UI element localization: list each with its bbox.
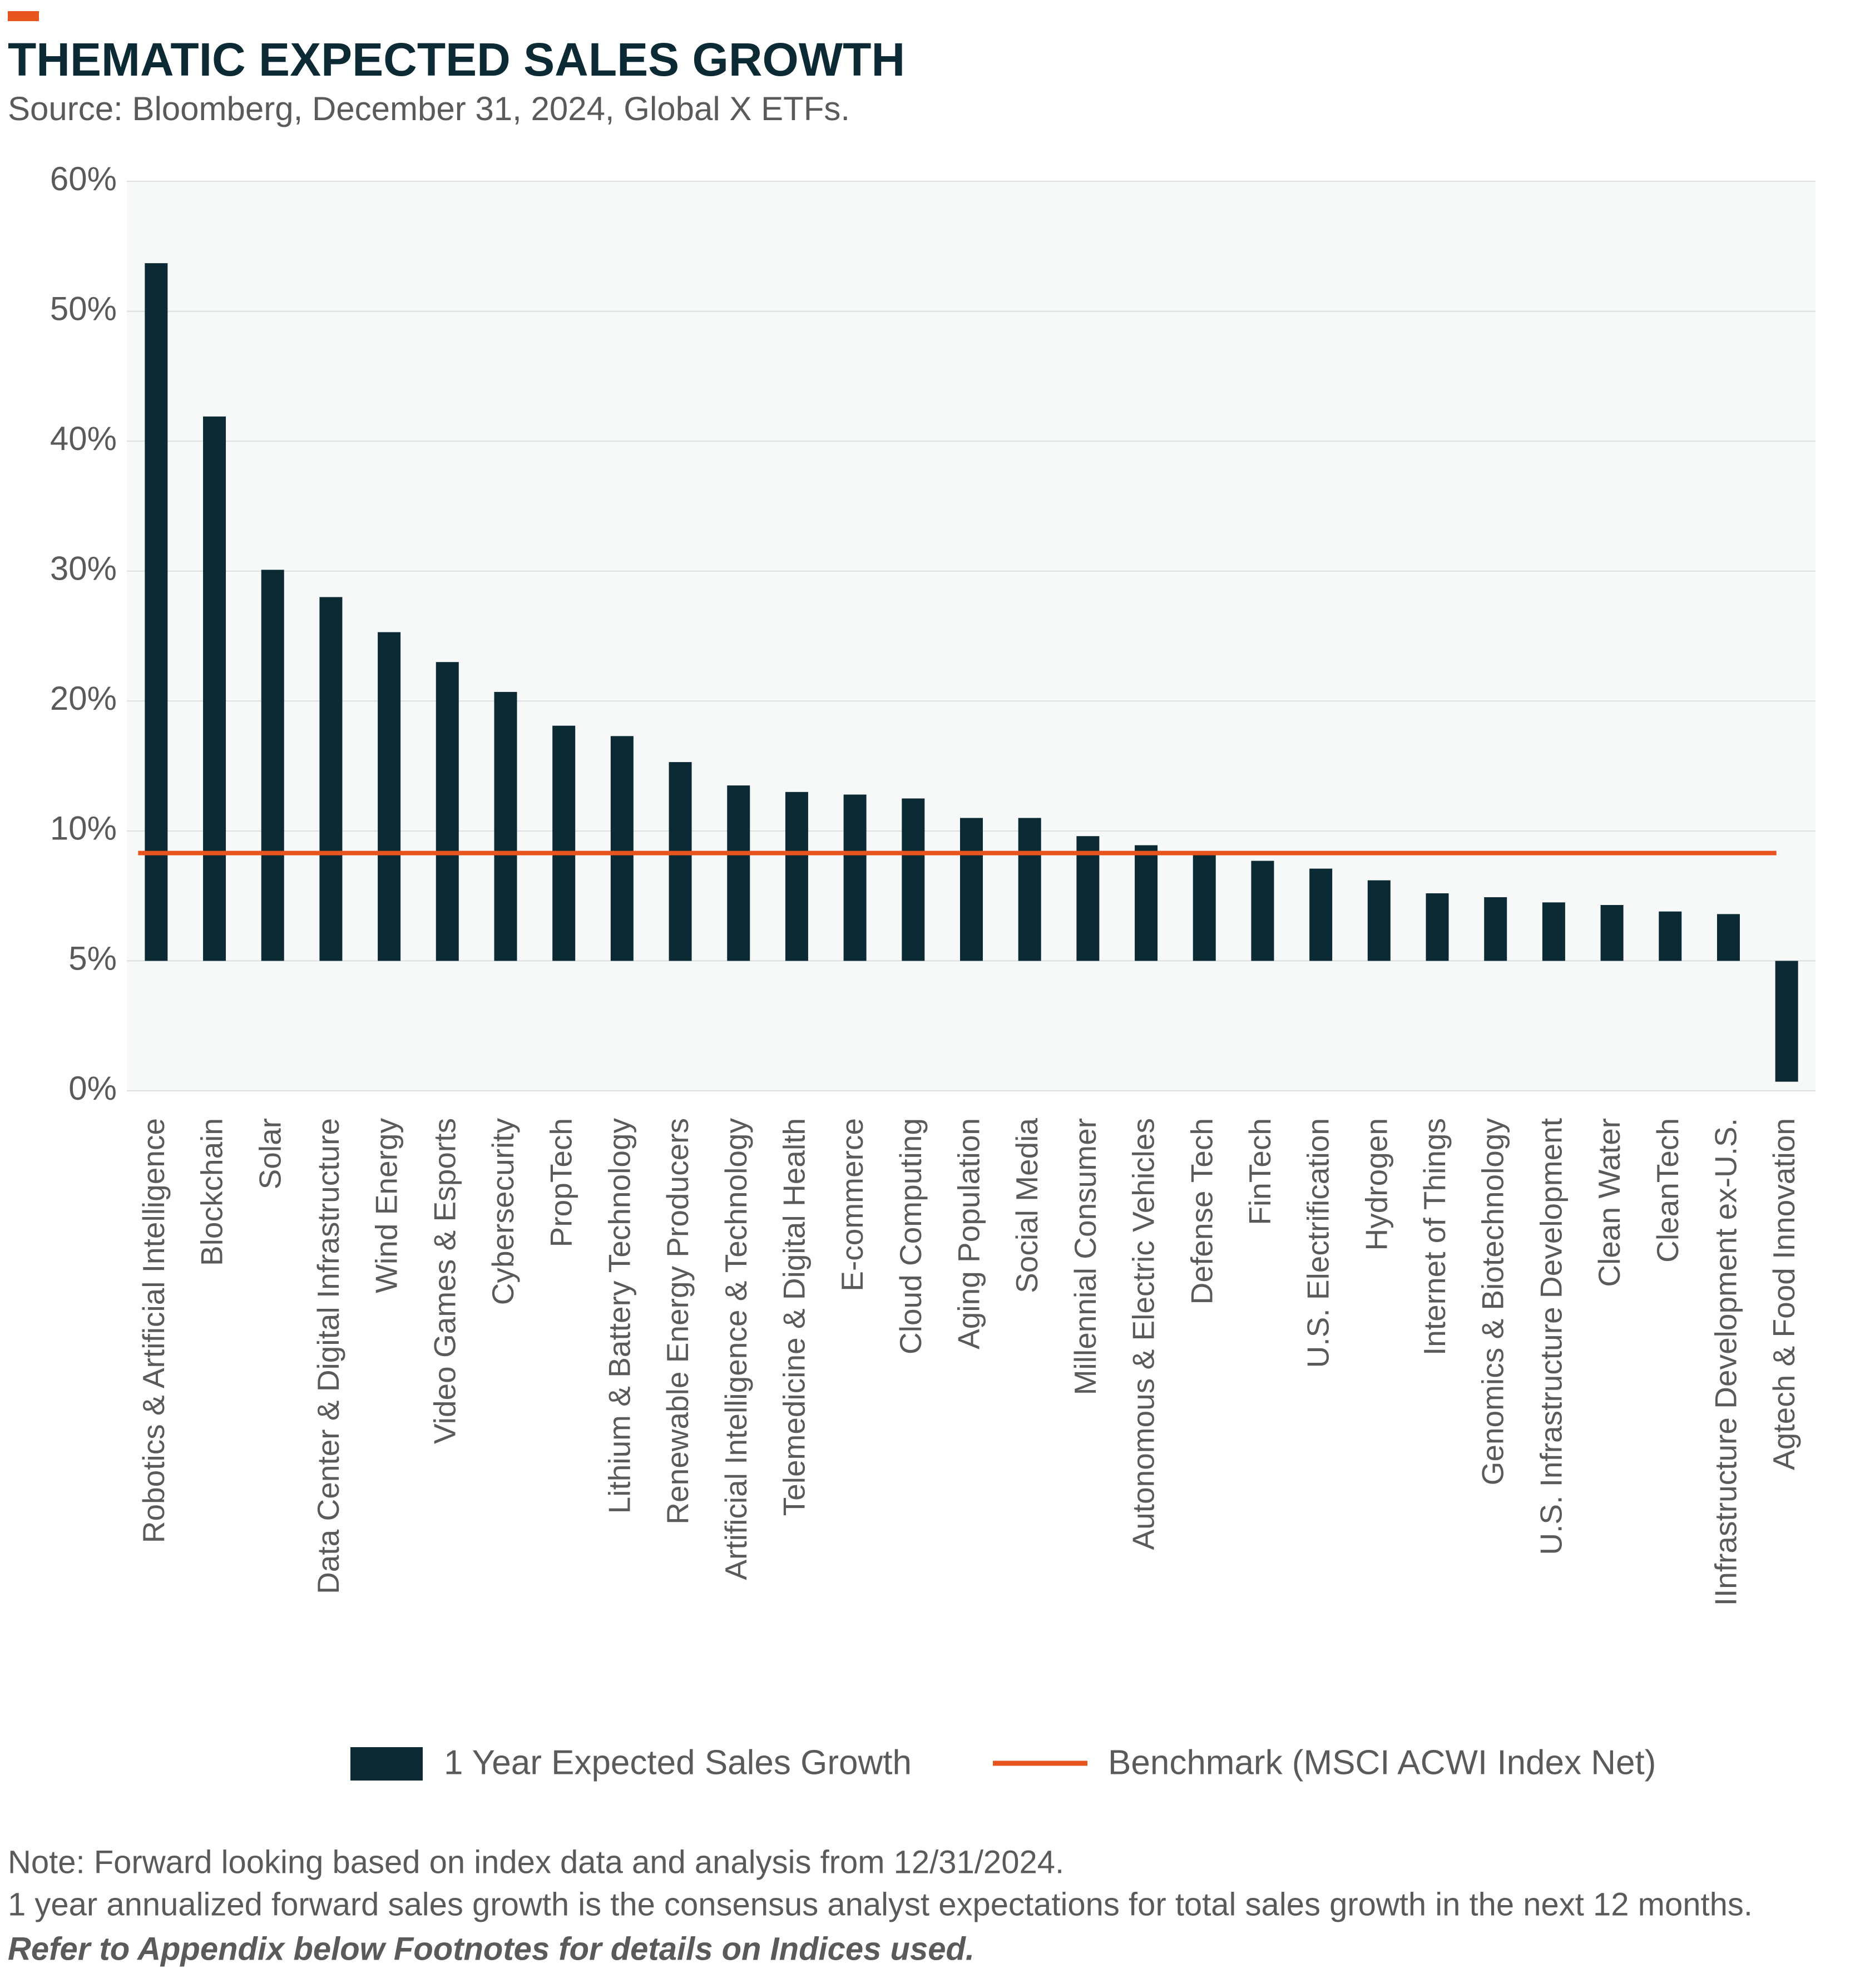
legend-label: Benchmark (MSCI ACWI Index Net) <box>1108 1743 1656 1782</box>
bar <box>669 762 692 961</box>
x-tick-label: Artificial Intelligence & Technology <box>719 1118 753 1580</box>
chart-title: THEMATIC EXPECTED SALES GROWTH <box>8 33 905 86</box>
bar <box>1426 893 1449 961</box>
bar <box>1193 854 1216 961</box>
x-tick-label: U.S. Electrification <box>1301 1118 1335 1368</box>
x-tick-label: Blockchain <box>195 1118 229 1266</box>
y-tick-label: 40% <box>50 420 117 457</box>
bar <box>1600 904 1624 961</box>
chart-subtitle: Source: Bloomberg, December 31, 2024, Gl… <box>8 90 850 127</box>
bar <box>378 632 401 961</box>
bar <box>494 691 517 961</box>
bar <box>1309 868 1333 961</box>
bar <box>1367 880 1391 961</box>
x-tick-label: Internet of Things <box>1417 1118 1452 1356</box>
accent-mark <box>8 11 39 21</box>
y-tick-label: 5% <box>68 939 117 977</box>
bar <box>1251 861 1274 961</box>
x-tick-label: Cybersecurity <box>486 1118 520 1305</box>
note: Note: Forward looking based on index dat… <box>8 1844 1064 1880</box>
bar <box>785 792 808 961</box>
x-tick-label: Defense Tech <box>1184 1118 1219 1304</box>
x-tick-label: Autonomous & Electric Vehicles <box>1126 1118 1161 1550</box>
bar <box>203 416 226 961</box>
y-tick-label: 30% <box>50 550 117 587</box>
bar <box>1018 818 1041 961</box>
x-tick-label: Telemedicine & Digital Health <box>776 1118 811 1516</box>
x-tick-label: Aging Population <box>952 1118 986 1349</box>
y-tick-label: 0% <box>68 1070 117 1107</box>
x-tick-label: Social Media <box>1010 1118 1044 1293</box>
x-tick-label: Lithium & Battery Technology <box>602 1118 636 1514</box>
bar <box>319 597 343 961</box>
x-tick-label: Genomics & Biotechnology <box>1476 1118 1510 1486</box>
y-tick-label: 10% <box>50 810 117 847</box>
x-tick-label: Hydrogen <box>1359 1118 1393 1250</box>
x-tick-label: U.S. Infrastructure Development <box>1534 1118 1568 1555</box>
x-tick-label: Robotics & Artificial Intelligence <box>136 1118 171 1543</box>
legend-swatch <box>350 1747 423 1781</box>
bar <box>1659 911 1682 961</box>
x-tick-label: Cloud Computing <box>893 1118 928 1354</box>
x-tick-label: FinTech <box>1243 1118 1277 1225</box>
x-tick-label: Renewable Energy Producers <box>660 1118 695 1525</box>
x-tick-label: CleanTech <box>1650 1118 1685 1263</box>
bar <box>1484 897 1507 961</box>
bar <box>436 662 459 961</box>
x-tick-label: Video Games & Esports <box>427 1118 462 1444</box>
note: Refer to Appendix below Footnotes for de… <box>8 1931 975 1967</box>
bar <box>1542 902 1565 961</box>
y-tick-label: 50% <box>50 290 117 327</box>
bar <box>1135 845 1158 961</box>
x-tick-label: Clean Water <box>1592 1118 1626 1287</box>
x-tick-label: Agtech & Food Innovation <box>1767 1118 1801 1470</box>
bar <box>843 794 867 961</box>
x-tick-label: E-commerce <box>835 1118 869 1292</box>
x-tick-label: Wind Energy <box>369 1118 404 1293</box>
x-tick-label: IInfrastructure Development ex-U.S. <box>1708 1118 1743 1606</box>
bar <box>727 785 750 961</box>
note: 1 year annualized forward sales growth i… <box>8 1886 1753 1922</box>
x-tick-label: Data Center & Digital Infrastructure <box>311 1118 345 1594</box>
bar <box>1775 961 1798 1082</box>
bar <box>261 570 284 961</box>
x-tick-label: PropTech <box>544 1118 578 1247</box>
bar <box>1076 836 1100 961</box>
x-tick-label: Millennial Consumer <box>1068 1118 1102 1395</box>
bar <box>960 818 983 961</box>
bar <box>1717 914 1740 961</box>
bar <box>610 736 634 961</box>
y-tick-label: 20% <box>50 680 117 717</box>
y-tick-label: 60% <box>50 160 117 197</box>
legend-label: 1 Year Expected Sales Growth <box>444 1743 912 1782</box>
bar <box>902 798 925 961</box>
x-tick-label: Solar <box>253 1118 287 1189</box>
bar <box>552 725 576 961</box>
bar <box>145 263 168 961</box>
